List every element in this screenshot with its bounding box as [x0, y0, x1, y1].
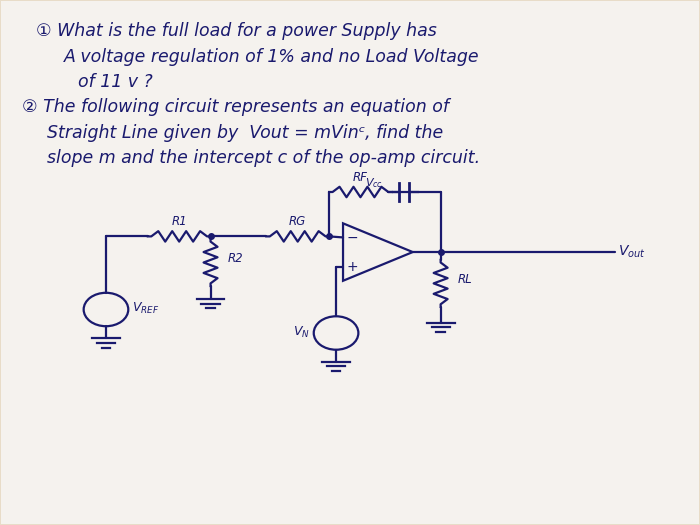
Text: of 11 v ?: of 11 v ? — [78, 74, 153, 91]
Text: Straight Line given by  Vout = mVinᶜ, find the: Straight Line given by Vout = mVinᶜ, fin… — [47, 124, 443, 142]
Text: −: − — [346, 230, 358, 245]
Text: slope m and the intercept c of the op-amp circuit.: slope m and the intercept c of the op-am… — [47, 149, 480, 166]
Text: ① What is the full load for a power Supply has: ① What is the full load for a power Supp… — [36, 22, 437, 40]
Text: R1: R1 — [172, 215, 187, 228]
Text: R2: R2 — [228, 253, 244, 266]
Text: $V_{out}$: $V_{out}$ — [618, 244, 646, 260]
Text: RF: RF — [353, 171, 368, 184]
Text: +: + — [346, 260, 358, 274]
Text: RG: RG — [289, 215, 307, 228]
Text: RL: RL — [458, 274, 472, 287]
Text: A voltage regulation of 1% and no Load Voltage: A voltage regulation of 1% and no Load V… — [64, 48, 480, 66]
Text: $V_N$: $V_N$ — [293, 324, 309, 340]
Text: $V_{cc}$: $V_{cc}$ — [365, 176, 384, 190]
Text: ② The following circuit represents an equation of: ② The following circuit represents an eq… — [22, 98, 449, 116]
Text: $V_{REF}$: $V_{REF}$ — [132, 301, 160, 316]
